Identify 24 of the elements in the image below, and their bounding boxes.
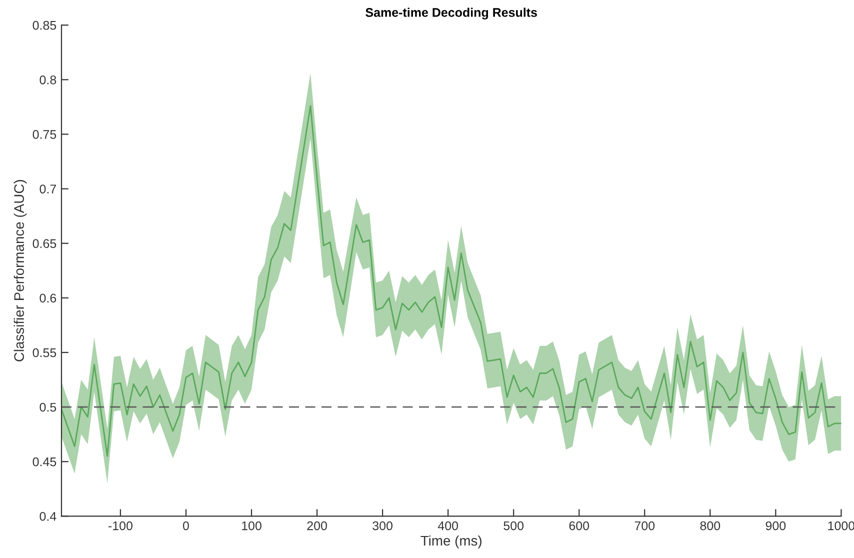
x-tick-label: 700 — [634, 521, 655, 530]
y-tick-label: 0.75 — [32, 130, 56, 139]
chart-title: Same-time Decoding Results — [366, 8, 537, 20]
x-tick-label: 400 — [438, 521, 458, 530]
x-tick-label: 800 — [700, 521, 720, 530]
y-tick-label: 0.6 — [40, 294, 56, 303]
x-tick-label: 900 — [766, 521, 786, 530]
y-tick-label: 0.55 — [32, 348, 56, 358]
y-tick-label: 0.45 — [32, 457, 56, 466]
x-axis-title: Time (ms) — [420, 535, 482, 548]
x-tick-label: 0 — [182, 521, 189, 530]
x-tick-label: 500 — [504, 521, 524, 530]
y-tick-label: 0.7 — [40, 184, 56, 194]
y-tick-label: 0.8 — [40, 75, 56, 84]
y-axis-title: Classifier Performance (AUC) — [14, 180, 27, 362]
x-tick-label: -100 — [108, 521, 132, 530]
x-tick-label: 300 — [372, 521, 392, 530]
y-tick-label: 0.4 — [40, 512, 56, 521]
y-tick-label: 0.5 — [40, 402, 56, 412]
x-tick-label: 100 — [242, 521, 262, 530]
y-tick-label: 0.65 — [32, 239, 56, 248]
x-tick-label: 200 — [307, 521, 327, 530]
x-tick-label: 600 — [569, 521, 590, 530]
y-tick-label: 0.85 — [32, 20, 56, 30]
